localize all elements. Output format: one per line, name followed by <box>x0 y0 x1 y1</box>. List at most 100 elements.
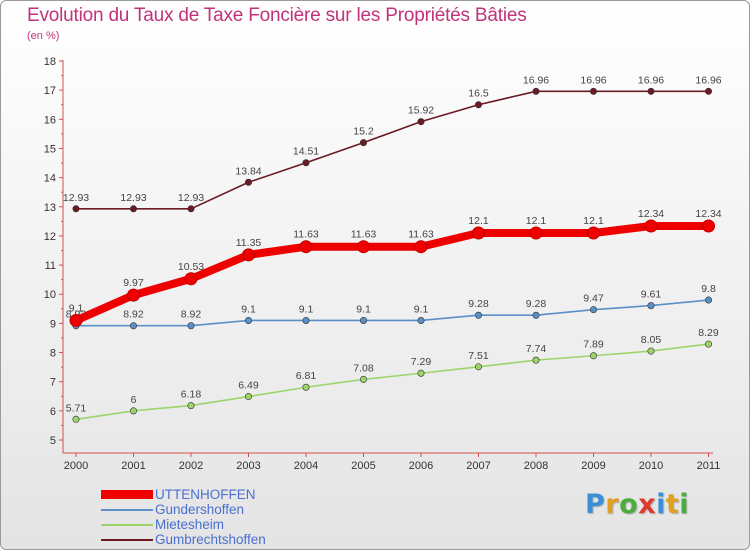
proxiti-logo: Proxiti <box>585 489 689 520</box>
data-label-uttenhoffen: 11.35 <box>236 237 262 249</box>
data-label-gumbrechtshoffen: 16.96 <box>523 74 549 86</box>
series-line-uttenhoffen <box>72 222 713 325</box>
data-point-uttenhoffen <box>299 240 313 254</box>
data-point-gumbrechtshoffen <box>589 87 597 95</box>
y-tick-label: 6 <box>50 406 56 418</box>
data-point-uttenhoffen <box>472 226 485 240</box>
data-point-gumbrechtshoffen <box>302 159 310 167</box>
data-label-uttenhoffen: 11.63 <box>408 229 434 241</box>
y-tick-label: 16 <box>44 114 56 126</box>
x-tick-label: 2007 <box>466 460 490 472</box>
y-tick-label: 9 <box>50 318 56 330</box>
legend-swatch-uttenhoffen <box>101 490 153 499</box>
data-label-mietesheim: 8.05 <box>641 334 662 346</box>
data-point-gumbrechtshoffen <box>417 118 425 126</box>
data-point-mietesheim <box>704 340 712 348</box>
y-tick-label: 17 <box>44 85 56 97</box>
data-point-gundershoffen <box>130 322 138 330</box>
data-label-gumbrechtshoffen: 16.96 <box>638 74 664 86</box>
data-label-gundershoffen: 9.8 <box>701 283 716 295</box>
data-point-mietesheim <box>474 363 482 371</box>
data-point-mietesheim <box>359 375 367 383</box>
legend-swatch-mietesheim <box>101 523 153 526</box>
data-point-gumbrechtshoffen <box>647 87 655 95</box>
data-point-mietesheim <box>589 352 597 360</box>
logo-letter: r <box>605 489 620 520</box>
data-point-mietesheim <box>417 369 425 377</box>
x-tick-label: 2004 <box>294 460 318 472</box>
data-label-gundershoffen: 9.61 <box>641 289 662 301</box>
data-label-gumbrechtshoffen: 15.92 <box>408 105 434 117</box>
data-point-uttenhoffen <box>587 226 600 240</box>
chart-title: Evolution du Taux de Taxe Foncière sur l… <box>27 5 527 26</box>
y-tick-label: 8 <box>50 348 56 360</box>
data-label-gumbrechtshoffen: 16.5 <box>468 88 489 100</box>
data-label-uttenhoffen: 12.1 <box>468 215 489 227</box>
logo-letter: i <box>679 489 690 520</box>
x-tick-label: 2010 <box>639 460 663 472</box>
logo-letter: P <box>585 489 606 520</box>
data-point-gundershoffen <box>245 316 253 324</box>
x-tick-label: 2009 <box>581 460 605 472</box>
data-point-gundershoffen <box>704 296 712 304</box>
data-label-uttenhoffen: 12.34 <box>695 208 721 220</box>
data-point-mietesheim <box>130 407 138 415</box>
logo-letter: o <box>619 489 639 520</box>
data-point-gumbrechtshoffen <box>72 205 80 213</box>
x-tick-label: 2003 <box>236 460 260 472</box>
data-label-gundershoffen: 9.47 <box>583 293 604 305</box>
data-label-gundershoffen: 9.28 <box>468 298 489 310</box>
data-point-gumbrechtshoffen <box>187 205 195 213</box>
series-line-mietesheim <box>75 343 710 421</box>
series-line-gundershoffen <box>75 299 710 327</box>
data-label-gumbrechtshoffen: 14.51 <box>293 146 319 158</box>
data-label-mietesheim: 7.29 <box>411 356 432 368</box>
data-point-mietesheim <box>532 356 540 364</box>
data-point-gumbrechtshoffen <box>245 178 253 186</box>
data-point-gundershoffen <box>302 316 310 324</box>
data-label-mietesheim: 5.71 <box>66 402 87 414</box>
data-point-mietesheim <box>302 383 310 391</box>
y-tick-label: 11 <box>45 260 56 272</box>
data-label-gumbrechtshoffen: 12.93 <box>120 192 146 204</box>
data-point-gumbrechtshoffen <box>359 139 367 147</box>
data-point-gundershoffen <box>474 311 482 319</box>
data-label-mietesheim: 7.51 <box>468 350 489 362</box>
logo-letter: t <box>665 489 680 520</box>
data-point-mietesheim <box>245 393 253 401</box>
data-label-gumbrechtshoffen: 16.96 <box>695 74 721 86</box>
data-label-mietesheim: 6.49 <box>238 380 259 392</box>
data-label-gundershoffen: 9.1 <box>299 303 314 315</box>
data-point-uttenhoffen <box>242 248 255 262</box>
legend-swatch-gundershoffen <box>101 508 153 511</box>
x-tick-label: 2006 <box>409 460 433 472</box>
data-label-gundershoffen: 9.1 <box>241 303 256 315</box>
y-tick-label: 10 <box>44 289 56 301</box>
data-label-uttenhoffen: 9.97 <box>123 277 144 289</box>
data-point-uttenhoffen <box>184 272 198 286</box>
y-tick-label: 12 <box>44 231 56 243</box>
data-label-gumbrechtshoffen: 12.93 <box>63 192 89 204</box>
legend-label-gumbrechtshoffen: Gumbrechtshoffen <box>155 532 266 547</box>
x-tick-label: 2000 <box>64 460 88 472</box>
data-label-gundershoffen: 9.1 <box>356 303 371 315</box>
logo-letter: i <box>656 489 666 520</box>
legend-item-gundershoffen: Gundershoffen <box>101 502 244 517</box>
data-label-gundershoffen: 8.92 <box>181 309 202 321</box>
y-tick-label: 5 <box>50 435 56 447</box>
data-label-uttenhoffen: 9.1 <box>69 302 84 314</box>
x-tick-label: 2001 <box>121 460 145 472</box>
data-point-gundershoffen <box>187 322 195 330</box>
data-point-uttenhoffen <box>644 219 658 233</box>
y-tick-label: 13 <box>44 202 56 214</box>
data-point-mietesheim <box>72 415 80 423</box>
logo-letter: x <box>638 489 657 520</box>
y-tick-label: 7 <box>50 377 56 389</box>
data-point-gundershoffen <box>359 316 367 324</box>
data-point-gumbrechtshoffen <box>474 101 482 109</box>
data-label-mietesheim: 7.08 <box>353 362 374 374</box>
data-label-mietesheim: 8.29 <box>698 327 719 339</box>
data-label-uttenhoffen: 12.34 <box>638 208 664 220</box>
x-tick-label: 2011 <box>697 460 721 472</box>
data-point-uttenhoffen <box>702 219 715 233</box>
